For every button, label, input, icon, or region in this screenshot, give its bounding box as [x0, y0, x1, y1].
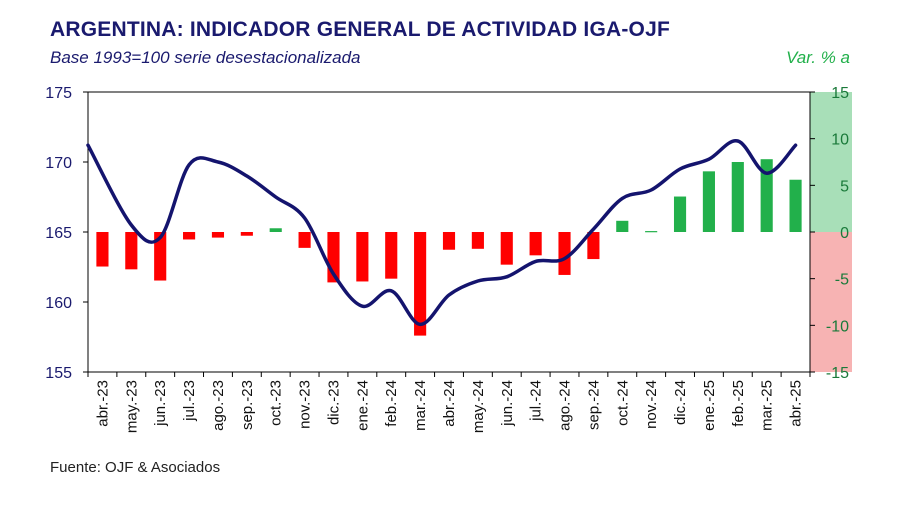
x-axis: abr.-23 may.-23 jun.-23 jul.-23 ago.-23 sep.-… [87, 372, 811, 433]
x-tick-label: ago.-24 [557, 380, 574, 431]
iga-line [86, 139, 798, 327]
x-tick-label: mar.-25 [759, 380, 776, 431]
right-tick-label: -10 [826, 318, 849, 335]
chart-subtitle: Base 1993=100 serie desestacionalizada [50, 48, 361, 67]
bar-ago.-24 [558, 232, 571, 275]
bar-dic.-24 [673, 196, 687, 232]
right-tick-label: 5 [840, 178, 849, 195]
right-tick-label: 0 [840, 225, 849, 242]
left-tick-label: 175 [45, 85, 72, 102]
x-tick-label: feb.-25 [730, 380, 747, 427]
x-tick-label: jun.-23 [152, 380, 169, 427]
bar-ago.-23 [211, 232, 225, 238]
x-tick-label: ago.-23 [210, 380, 227, 431]
bar-oct.-24 [616, 220, 629, 232]
bar-may.-24 [471, 232, 484, 249]
bar-jun.-23 [154, 232, 167, 281]
bar-ene.-25 [702, 171, 715, 232]
bar-may.-23 [125, 232, 138, 270]
left-tick-label: 155 [45, 365, 72, 382]
bar-sep.-24 [587, 232, 600, 260]
x-tick-label: oct.-24 [614, 380, 631, 426]
right-tick-label: 15 [831, 85, 849, 102]
negative-band [810, 232, 852, 372]
bar-feb.-24 [385, 232, 398, 279]
bar-oct.-23 [269, 228, 282, 232]
positive-band [810, 92, 852, 232]
bar-series [96, 159, 802, 336]
right-tick-label: -5 [835, 272, 849, 289]
right-axis: -15 -10 -5 0 5 10 15 [810, 85, 849, 382]
x-tick-label: ene.-24 [354, 380, 371, 431]
x-tick-label: may.-24 [470, 380, 487, 433]
left-tick-label: 170 [45, 155, 72, 172]
right-tick-label: 10 [831, 132, 849, 149]
bar-jul.-23 [183, 232, 196, 240]
x-tick-label: jun.-24 [499, 380, 516, 427]
bar-abr.-23 [96, 232, 109, 267]
x-tick-label: abr.-25 [788, 380, 805, 427]
left-tick-label: 165 [45, 225, 72, 242]
x-tick-label: ene.-25 [701, 380, 718, 431]
x-tick-label: jul.-23 [181, 380, 198, 422]
chart-title: ARGENTINA: INDICADOR GENERAL DE ACTIVIDA… [50, 18, 670, 41]
bar-jun.-24 [500, 232, 513, 265]
bar-abr.-24 [442, 232, 456, 250]
x-tick-label: sep.-23 [239, 380, 256, 430]
x-tick-label: dic.-23 [325, 380, 342, 425]
x-tick-label: abr.-24 [441, 380, 458, 427]
x-tick-label: sep.-24 [585, 380, 602, 430]
x-tick-label: oct.-23 [268, 380, 285, 426]
x-tick-label: abr.-23 [94, 380, 111, 427]
source-note: Fuente: OJF & Asociados [50, 459, 221, 476]
right-axis-bands [810, 92, 852, 372]
line-series [86, 139, 798, 327]
bar-feb.-25 [731, 162, 744, 232]
x-tick-label: mar.-24 [412, 380, 429, 431]
bar-abr.-25 [789, 179, 802, 232]
bar-ene.-24 [356, 232, 369, 282]
x-tick-label: dic.-24 [672, 380, 689, 425]
left-axis: 155 160 165 170 175 [45, 85, 88, 382]
x-tick-label: nov.-24 [643, 380, 660, 429]
x-tick-label: jul.-24 [528, 380, 545, 422]
x-tick-label: nov.-23 [297, 380, 314, 429]
bar-nov.-23 [298, 232, 311, 248]
x-tick-label: may.-23 [123, 380, 140, 433]
bar-mar.-24 [414, 232, 427, 336]
right-axis-label: Var. % a [786, 48, 850, 67]
x-tick-label: feb.-24 [383, 380, 400, 427]
bar-sep.-23 [240, 232, 253, 236]
left-tick-label: 160 [45, 295, 72, 312]
right-tick-label: -15 [826, 365, 849, 382]
bar-jul.-24 [529, 232, 542, 256]
bar-mar.-25 [760, 159, 773, 232]
bar-nov.-24 [645, 231, 658, 233]
